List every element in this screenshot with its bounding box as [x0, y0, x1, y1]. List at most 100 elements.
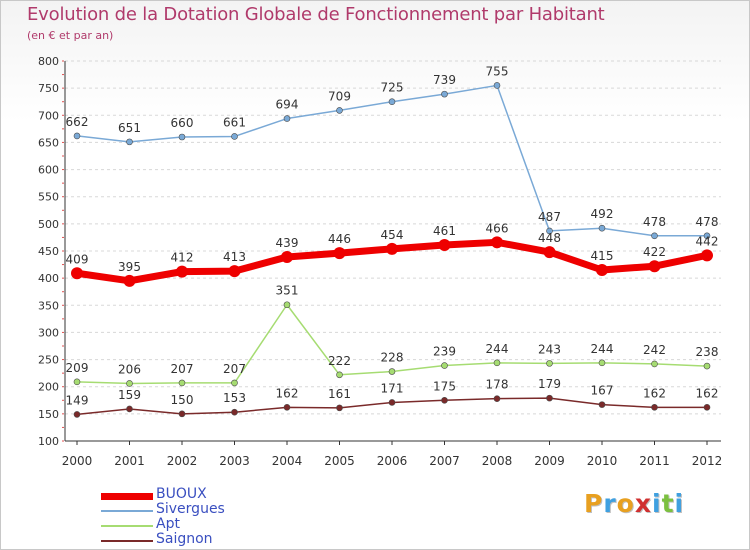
- y-tick-label: 400: [38, 272, 59, 285]
- point-saignon: [126, 405, 133, 413]
- grid-layer: [65, 60, 721, 415]
- x-tick-label: 2006: [377, 454, 408, 468]
- y-tick-label: 750: [38, 82, 59, 95]
- point-saignon: [493, 395, 501, 402]
- point-buoux: [123, 274, 136, 287]
- y-tick-label: 650: [38, 136, 59, 149]
- y-tick-label: 700: [38, 109, 59, 122]
- data-label-buoux: 466: [486, 221, 509, 235]
- y-tick-label: 550: [38, 191, 59, 204]
- point-buoux: [281, 250, 293, 263]
- data-label-sivergues: 709: [328, 89, 351, 103]
- data-label-saignon: 171: [381, 381, 404, 395]
- data-label-buoux: 448: [538, 231, 561, 245]
- x-tick-label: 2003: [219, 454, 250, 468]
- point-apt: [283, 301, 291, 309]
- data-label-saignon: 162: [276, 386, 299, 400]
- point-apt: [231, 379, 238, 387]
- point-apt: [703, 362, 711, 370]
- point-sivergues: [441, 90, 448, 98]
- point-sivergues: [546, 227, 553, 235]
- data-label-sivergues: 662: [66, 115, 89, 129]
- axis-layer: 100 150 200 250 300 350 400 450 500 550 600 650 700 7…: [38, 55, 722, 468]
- logo-text: Proxiti: [584, 489, 685, 518]
- legend-swatch-sivergues: [101, 510, 153, 512]
- y-tick-label: 150: [38, 408, 59, 421]
- point-sivergues: [493, 82, 501, 89]
- data-label-buoux: 454: [381, 228, 404, 242]
- x-tick-label: 2010: [587, 454, 618, 468]
- data-label-buoux: 395: [118, 260, 141, 274]
- data-label-apt: 244: [591, 342, 614, 356]
- legend-swatch-saignon: [101, 540, 153, 542]
- data-label-buoux: 422: [643, 245, 666, 259]
- point-sivergues: [231, 133, 238, 140]
- x-tick-label: 2004: [272, 454, 303, 468]
- point-apt: [126, 380, 133, 387]
- point-buoux: [71, 267, 83, 280]
- legend-label-saignon: Saignon: [156, 531, 213, 547]
- y-tick-label: 100: [38, 435, 59, 448]
- point-sivergues: [651, 232, 658, 240]
- point-buoux: [648, 260, 661, 273]
- data-label-apt: 207: [171, 362, 194, 376]
- data-label-apt: 351: [276, 284, 299, 298]
- chart-title: Evolution de la Dotation Globale de Fonc…: [27, 4, 605, 25]
- legend-label-apt: Apt: [156, 516, 180, 532]
- data-label-apt: 243: [538, 342, 561, 356]
- data-label-apt: 244: [486, 342, 509, 356]
- proxiti-logo: Proxiti: [584, 489, 684, 518]
- x-tick-label: 2005: [324, 454, 355, 468]
- data-label-sivergues: 661: [223, 115, 246, 129]
- data-label-sivergues: 660: [171, 116, 194, 130]
- data-label-sivergues: 478: [643, 215, 666, 229]
- legend-swatch-apt: [101, 525, 153, 527]
- point-apt: [388, 368, 396, 375]
- data-label-sivergues: 725: [381, 81, 404, 95]
- series-layer: [71, 82, 713, 418]
- point-buoux: [386, 242, 398, 255]
- data-label-buoux: 446: [328, 232, 351, 246]
- data-label-saignon: 162: [643, 386, 666, 400]
- point-buoux: [596, 264, 608, 276]
- point-sivergues: [598, 224, 606, 232]
- point-apt: [73, 378, 81, 386]
- x-tick-label: 2008: [482, 454, 513, 468]
- point-apt: [598, 359, 606, 367]
- y-tick-label: 450: [38, 245, 59, 258]
- point-saignon: [388, 399, 396, 406]
- data-label-sivergues: 694: [276, 98, 299, 112]
- point-saignon: [231, 408, 238, 416]
- data-label-saignon: 159: [118, 388, 141, 402]
- point-apt: [546, 360, 553, 367]
- legend-label-sivergues: Sivergues: [156, 501, 225, 517]
- point-saignon: [441, 396, 448, 404]
- point-sivergues: [336, 107, 343, 114]
- point-saignon: [178, 410, 186, 418]
- y-tick-label: 800: [38, 55, 59, 68]
- point-sivergues: [73, 132, 81, 140]
- data-label-saignon: 178: [486, 378, 509, 392]
- point-sivergues: [388, 98, 396, 106]
- point-buoux: [491, 236, 503, 249]
- data-label-saignon: 150: [171, 393, 194, 407]
- point-saignon: [598, 401, 606, 408]
- data-label-saignon: 162: [696, 386, 719, 400]
- data-label-apt: 239: [433, 345, 456, 359]
- data-label-buoux: 409: [66, 252, 89, 266]
- point-apt: [441, 362, 448, 369]
- data-label-buoux: 461: [433, 224, 456, 238]
- point-buoux: [333, 247, 346, 260]
- x-tick-label: 2001: [114, 454, 145, 468]
- legend-swatch-buoux: [101, 492, 153, 500]
- y-tick-label: 600: [38, 164, 59, 177]
- point-apt: [336, 371, 343, 379]
- data-label-apt: 242: [643, 343, 666, 357]
- y-tick-label: 200: [38, 381, 59, 394]
- y-tick-label: 350: [38, 299, 59, 312]
- data-label-sivergues: 478: [696, 215, 719, 229]
- x-tick-label: 2012: [692, 454, 723, 468]
- point-saignon: [73, 411, 81, 418]
- legend-label-buoux: BUOUX: [156, 486, 207, 502]
